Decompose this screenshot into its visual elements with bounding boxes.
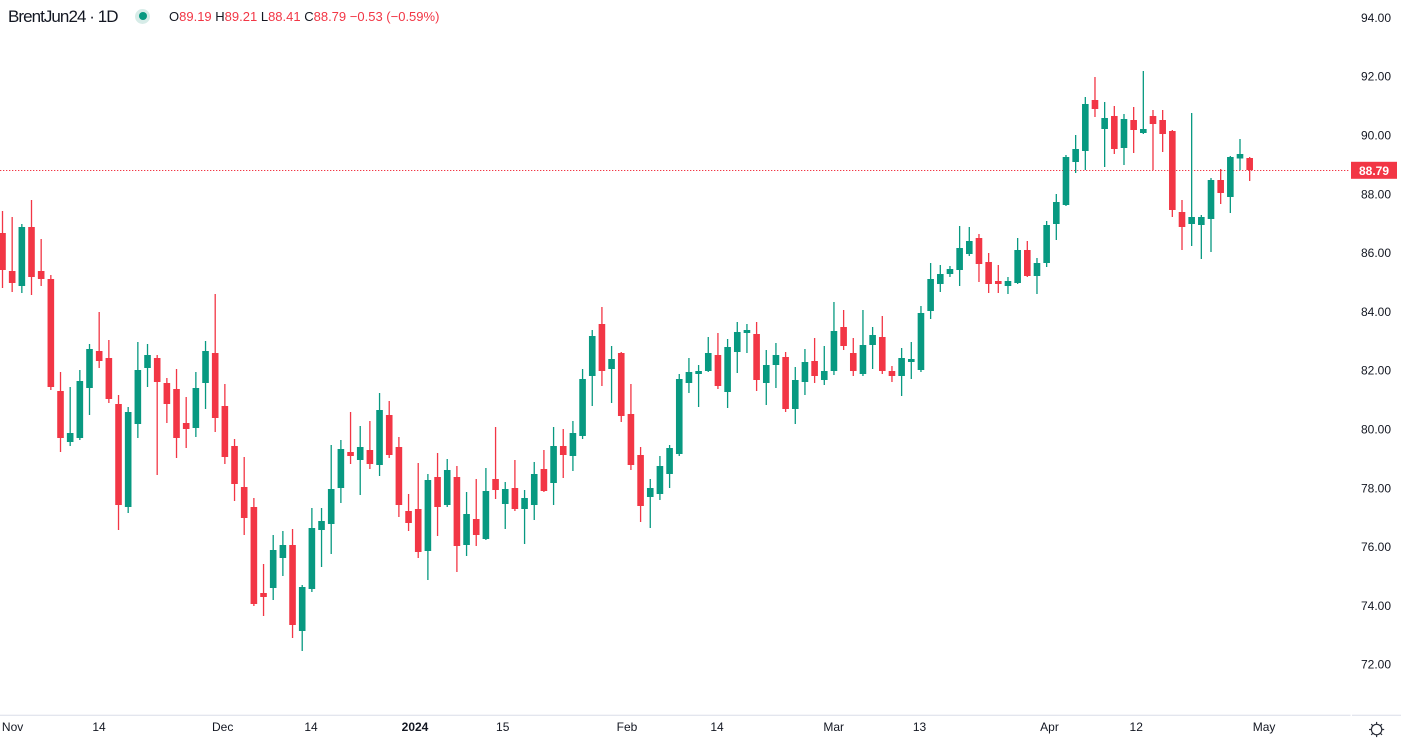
svg-text:2024: 2024 [402,720,429,734]
svg-text:Nov: Nov [2,720,23,734]
svg-text:88.00: 88.00 [1361,187,1391,201]
svg-text:84.00: 84.00 [1361,305,1391,319]
svg-text:Feb: Feb [617,720,638,734]
svg-text:May: May [1253,720,1276,734]
svg-text:12: 12 [1130,720,1144,734]
svg-text:76.00: 76.00 [1361,540,1391,554]
svg-text:Mar: Mar [823,720,844,734]
svg-text:14: 14 [710,720,724,734]
svg-text:15: 15 [496,720,510,734]
svg-text:82.00: 82.00 [1361,364,1391,378]
svg-text:14: 14 [304,720,318,734]
svg-text:13: 13 [913,720,927,734]
svg-text:88.79: 88.79 [1359,164,1389,178]
svg-text:Dec: Dec [212,720,233,734]
svg-text:90.00: 90.00 [1361,129,1391,143]
svg-text:86.00: 86.00 [1361,246,1391,260]
svg-text:78.00: 78.00 [1361,481,1391,495]
svg-text:72.00: 72.00 [1361,658,1391,672]
svg-text:92.00: 92.00 [1361,70,1391,84]
svg-text:94.00: 94.00 [1361,11,1391,25]
svg-text:74.00: 74.00 [1361,599,1391,613]
svg-text:Apr: Apr [1040,720,1059,734]
svg-text:80.00: 80.00 [1361,423,1391,437]
svg-text:14: 14 [92,720,106,734]
